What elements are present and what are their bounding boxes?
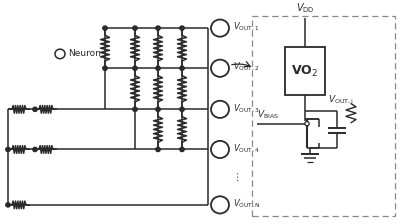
Circle shape [33, 107, 37, 111]
Text: $V_{\rm OUT,i}$: $V_{\rm OUT,i}$ [328, 94, 354, 106]
Bar [252, 16, 395, 216]
Circle shape [180, 26, 184, 30]
Text: $V_\mathrm{OUT,N}$: $V_\mathrm{OUT,N}$ [233, 198, 260, 210]
Text: $V_\mathrm{OUT,2}$: $V_\mathrm{OUT,2}$ [233, 61, 259, 73]
Text: $V_\mathrm{OUT,4}$: $V_\mathrm{OUT,4}$ [233, 142, 260, 155]
Bar [285, 47, 325, 95]
Circle shape [180, 107, 184, 111]
Circle shape [103, 66, 107, 70]
Circle shape [33, 147, 37, 152]
Text: $\cdots$: $\cdots$ [233, 172, 243, 183]
Text: $V_{\rm DD}$: $V_{\rm DD}$ [296, 1, 314, 15]
Circle shape [133, 107, 137, 111]
Circle shape [6, 203, 10, 207]
Text: VO$_2$: VO$_2$ [292, 64, 318, 79]
Circle shape [156, 147, 160, 152]
Text: $V_\mathrm{OUT,3}$: $V_\mathrm{OUT,3}$ [233, 102, 260, 114]
Circle shape [103, 26, 107, 30]
Text: Neuron: Neuron [68, 50, 101, 58]
Circle shape [133, 26, 137, 30]
Circle shape [156, 26, 160, 30]
Circle shape [305, 122, 309, 126]
Text: $V_{\rm BIAS}$: $V_{\rm BIAS}$ [257, 108, 279, 121]
Circle shape [133, 66, 137, 70]
Circle shape [180, 66, 184, 70]
Circle shape [6, 147, 10, 152]
Text: $V_\mathrm{OUT,1}$: $V_\mathrm{OUT,1}$ [233, 21, 259, 33]
Circle shape [156, 66, 160, 70]
Circle shape [156, 107, 160, 111]
Circle shape [180, 147, 184, 152]
